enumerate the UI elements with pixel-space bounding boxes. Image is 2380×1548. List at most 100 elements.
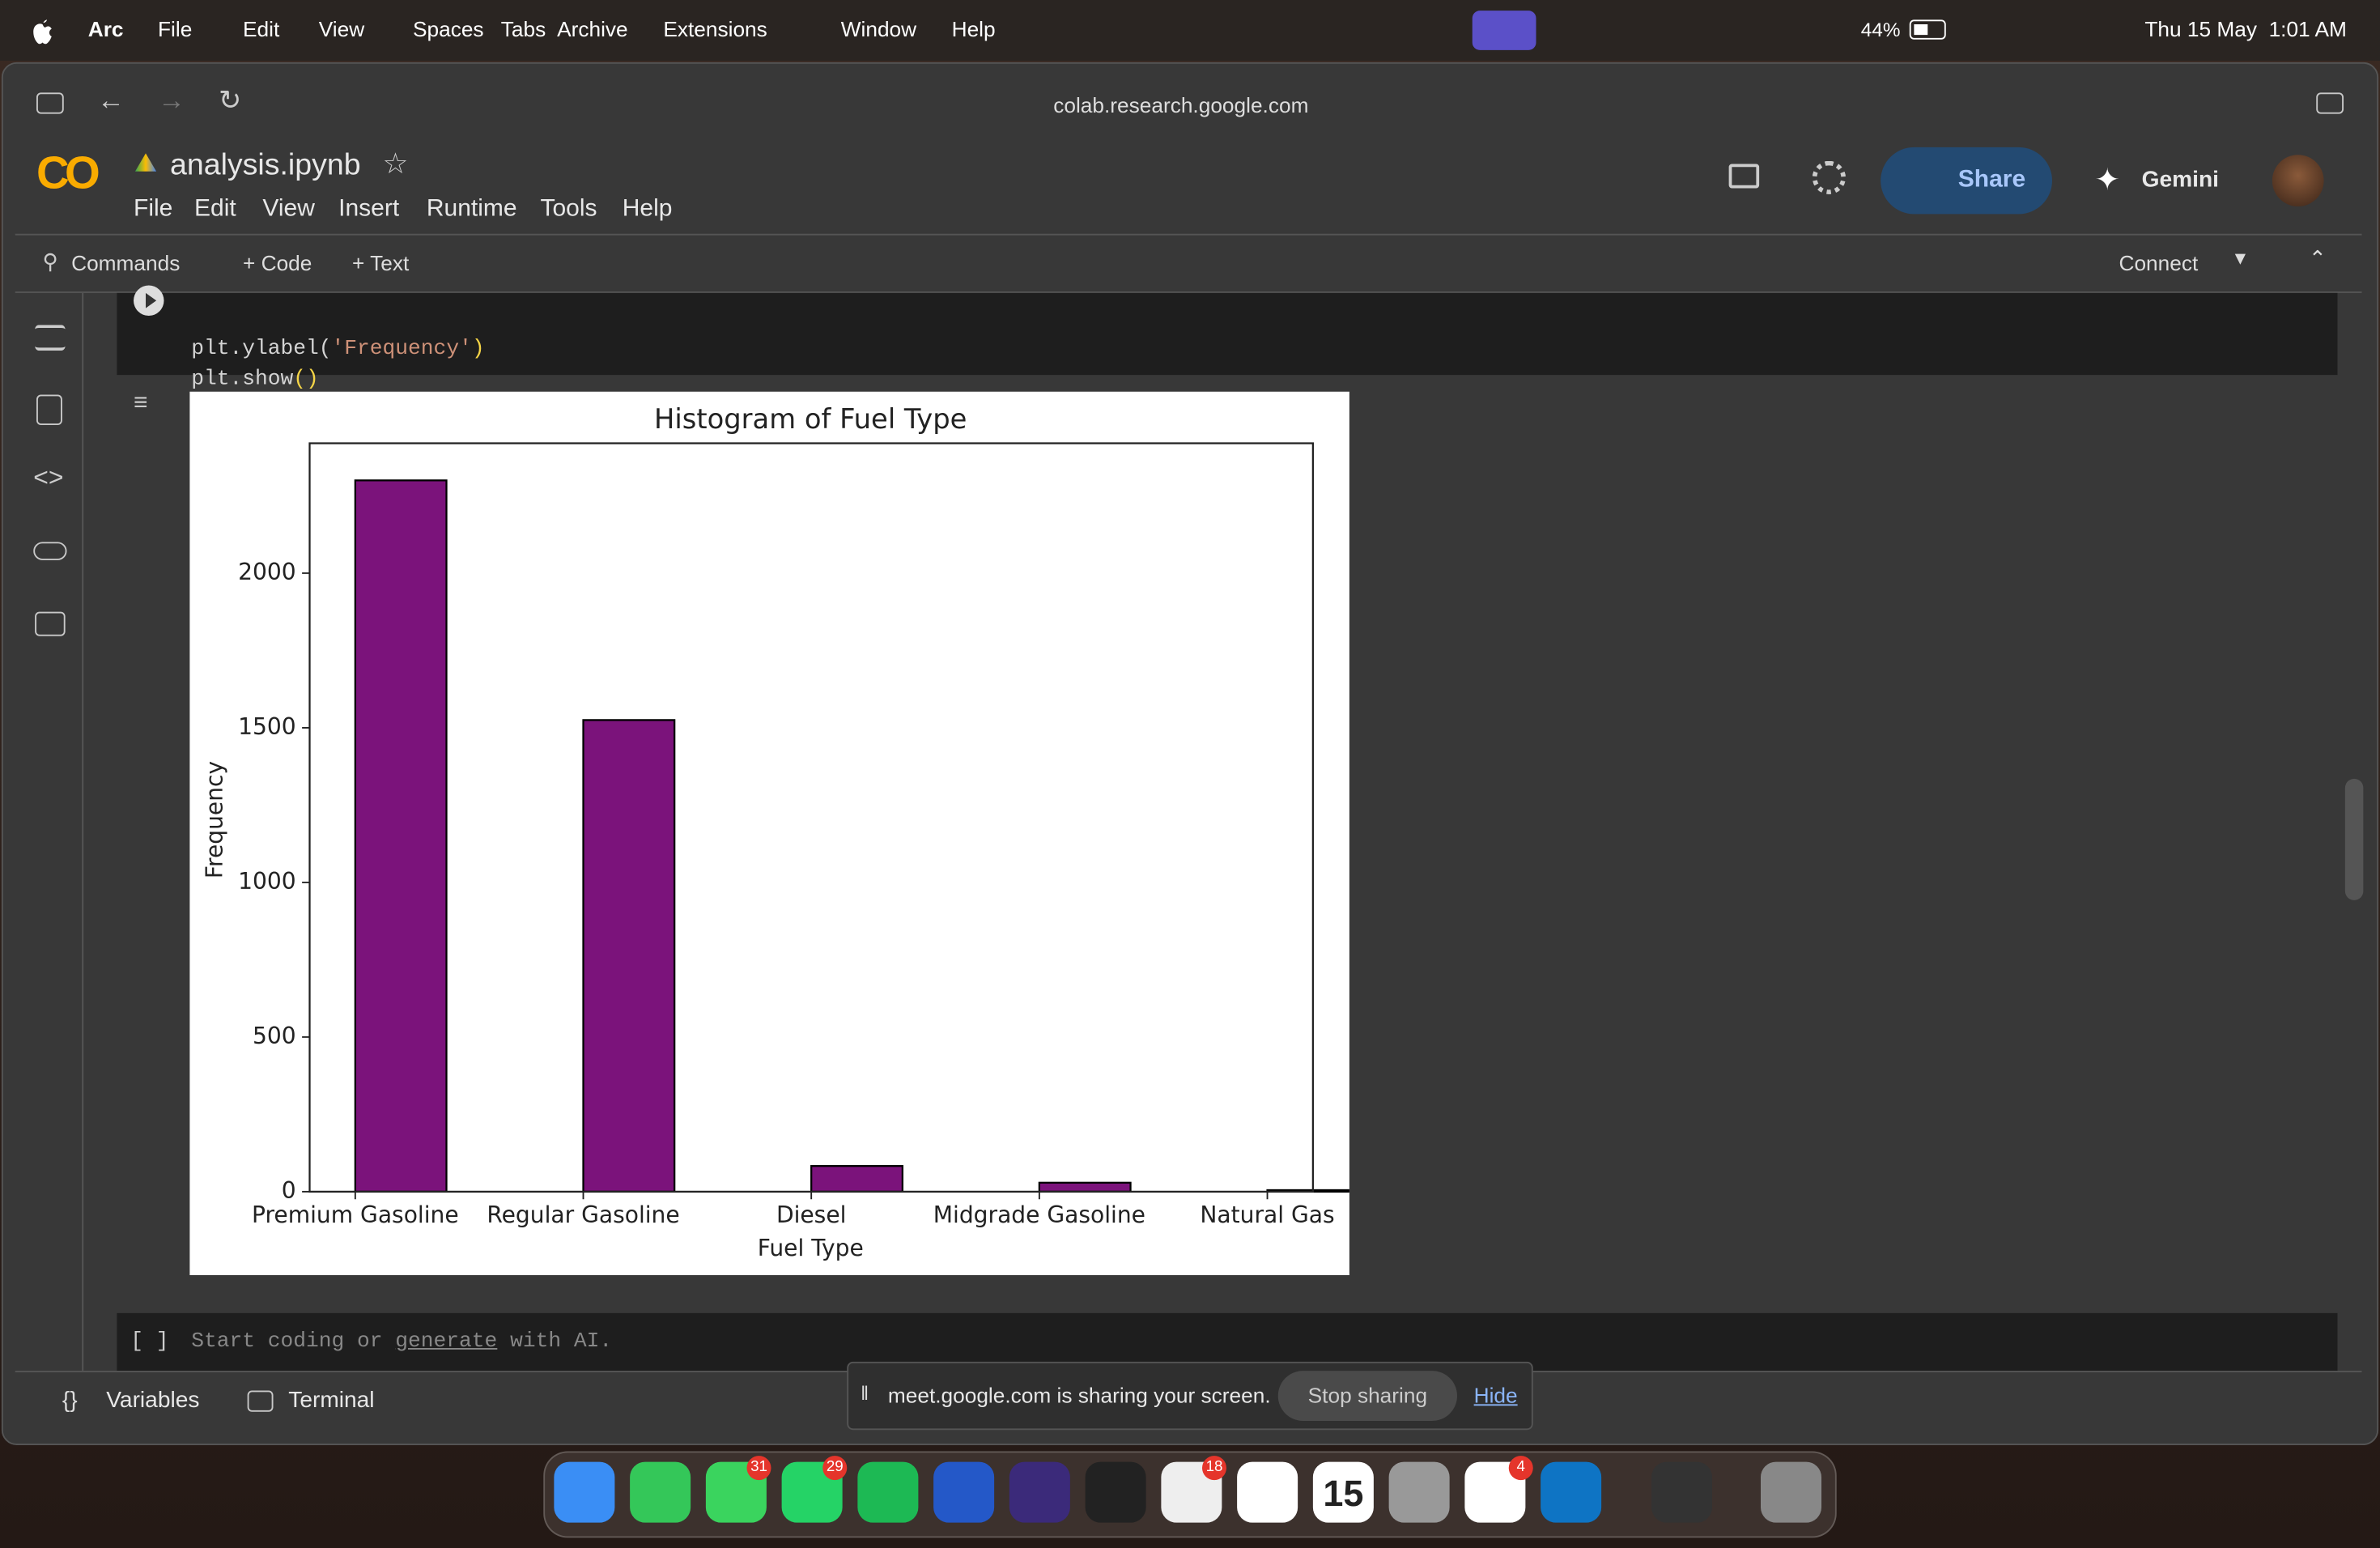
y-tick-label: 0 [282,1177,296,1204]
scrollbar[interactable] [2344,778,2364,900]
variables-button[interactable]: Variables [106,1387,200,1414]
notebook-title[interactable]: analysis.ipynb [170,148,361,182]
placeholder-text: Start coding or [191,1329,396,1354]
toc-icon[interactable] [35,325,66,351]
reload-button[interactable]: ↻ [219,85,242,116]
comments-button[interactable] [1728,164,1760,189]
secrets-icon[interactable] [33,542,67,560]
connect-button[interactable]: Connect [2119,250,2199,275]
notebook-menu-item[interactable]: Insert [338,195,400,222]
dock-icon[interactable] [1541,1461,1602,1523]
menubar-item[interactable]: Window [840,16,917,41]
dock-badge: 4 [1508,1456,1533,1481]
star-button[interactable]: ☆ [382,148,409,181]
dock-icon[interactable] [1761,1461,1821,1523]
cell-placeholder: Start coding or generate with AI. [191,1330,612,1354]
forward-button[interactable]: → [158,85,185,116]
menubar-item[interactable]: Spaces [413,16,484,41]
y-tick-label: 1500 [238,713,296,740]
share-button[interactable]: Share [1881,147,2052,215]
code-snippets-icon[interactable]: <> [33,462,64,492]
collapse-button[interactable]: ⌃ [2308,245,2327,270]
notebook-menu-item[interactable]: Edit [194,195,236,222]
menubar-item[interactable]: Edit [243,16,280,41]
dock-icon[interactable] [1312,1461,1374,1523]
terminal-button[interactable]: Terminal [288,1387,375,1414]
gemini-button[interactable]: Gemini [2141,167,2219,194]
terminal-icon [247,1390,274,1412]
notebook-menu-item[interactable]: File [134,195,173,222]
dock-icon[interactable] [857,1461,919,1523]
dock-icon[interactable] [1009,1461,1070,1523]
screen-share-indicator[interactable] [1472,11,1536,50]
add-code-button[interactable]: + Code [243,250,312,275]
colab-logo[interactable]: CO [36,148,100,199]
divider [15,233,2362,236]
share-message: meet.google.com is sharing your screen. [887,1383,1271,1408]
commands-button[interactable]: Commands [71,250,181,275]
bar [1038,1181,1132,1193]
notebook-menu-item[interactable]: View [262,195,315,222]
bar [354,479,448,1193]
search-icon: ⚲ [42,249,58,274]
stop-sharing-button[interactable]: Stop sharing [1277,1371,1457,1421]
chart: Histogram of Fuel Type Fuel Type Frequen… [189,391,1349,1275]
placeholder-text: with AI. [497,1329,613,1354]
y-tick-label: 1000 [238,868,296,895]
files-icon[interactable] [35,611,66,636]
add-text-button[interactable]: + Text [352,250,410,275]
dock-icon[interactable] [1237,1461,1298,1523]
apple-icon[interactable] [31,15,55,45]
menubar-item[interactable]: File [158,16,193,41]
dock-icon[interactable] [630,1461,691,1523]
app-name[interactable]: Arc [87,16,124,41]
y-tick-label: 500 [253,1023,296,1049]
dock-icon[interactable] [933,1461,995,1523]
dock-icon[interactable] [1651,1461,1712,1523]
notebook-menu-item[interactable]: Tools [540,195,597,222]
output-toggle[interactable]: ≡ [134,389,148,416]
menubar-item[interactable]: View [318,16,365,41]
notebook-menu-item[interactable]: Help [622,195,673,222]
clock[interactable]: Thu 15 May 1:01 AM [2144,16,2347,41]
chart-title: Histogram of Fuel Type [654,403,967,435]
settings-button[interactable] [1812,160,1846,194]
dock-icon[interactable] [554,1461,615,1523]
generate-link[interactable]: generate [395,1329,498,1354]
dock-badge: 29 [822,1456,848,1481]
avatar[interactable] [2272,155,2324,206]
menubar-item[interactable]: Tabs [500,16,546,41]
back-button[interactable]: ← [97,85,125,116]
menubar-item[interactable]: Help [951,16,996,41]
code-token: ) [471,336,485,361]
battery-icon[interactable] [1909,19,1946,40]
hide-button[interactable]: Hide [1473,1383,1518,1408]
dock-icon[interactable] [1388,1461,1450,1523]
plot-frame [308,442,1314,1193]
code-token: plt.ylabel( [191,336,332,361]
code-line: plt.show() [191,364,484,395]
battery-percent: 44% [1860,18,1901,41]
x-tick-label: Regular Gasoline [487,1201,679,1228]
x-tick-label: Midgrade Gasoline [933,1201,1145,1228]
url[interactable]: colab.research.google.com [1053,92,1309,117]
empty-cell[interactable] [117,1312,2338,1372]
run-button[interactable] [134,285,164,316]
y-tick-label: 2000 [238,559,296,585]
notebook-menu-item[interactable]: Runtime [426,195,517,222]
split-view-toggle[interactable] [2316,92,2344,114]
menubar-item[interactable]: Archive [557,16,628,41]
divider [15,291,2362,293]
share-label: Share [1957,167,2026,194]
code-cell[interactable] [117,292,2338,376]
connect-dropdown[interactable]: ▼ [2231,247,2250,269]
find-icon[interactable] [36,394,62,425]
x-tick-label: Natural Gas [1200,1201,1334,1228]
menubar-item[interactable]: Extensions [663,16,767,41]
code: plt.ylabel('Frequency') plt.show() [191,302,484,395]
sidebar-toggle[interactable] [36,92,64,114]
cell-bracket: [ ] [130,1329,169,1354]
dock-icon[interactable] [1085,1461,1146,1523]
